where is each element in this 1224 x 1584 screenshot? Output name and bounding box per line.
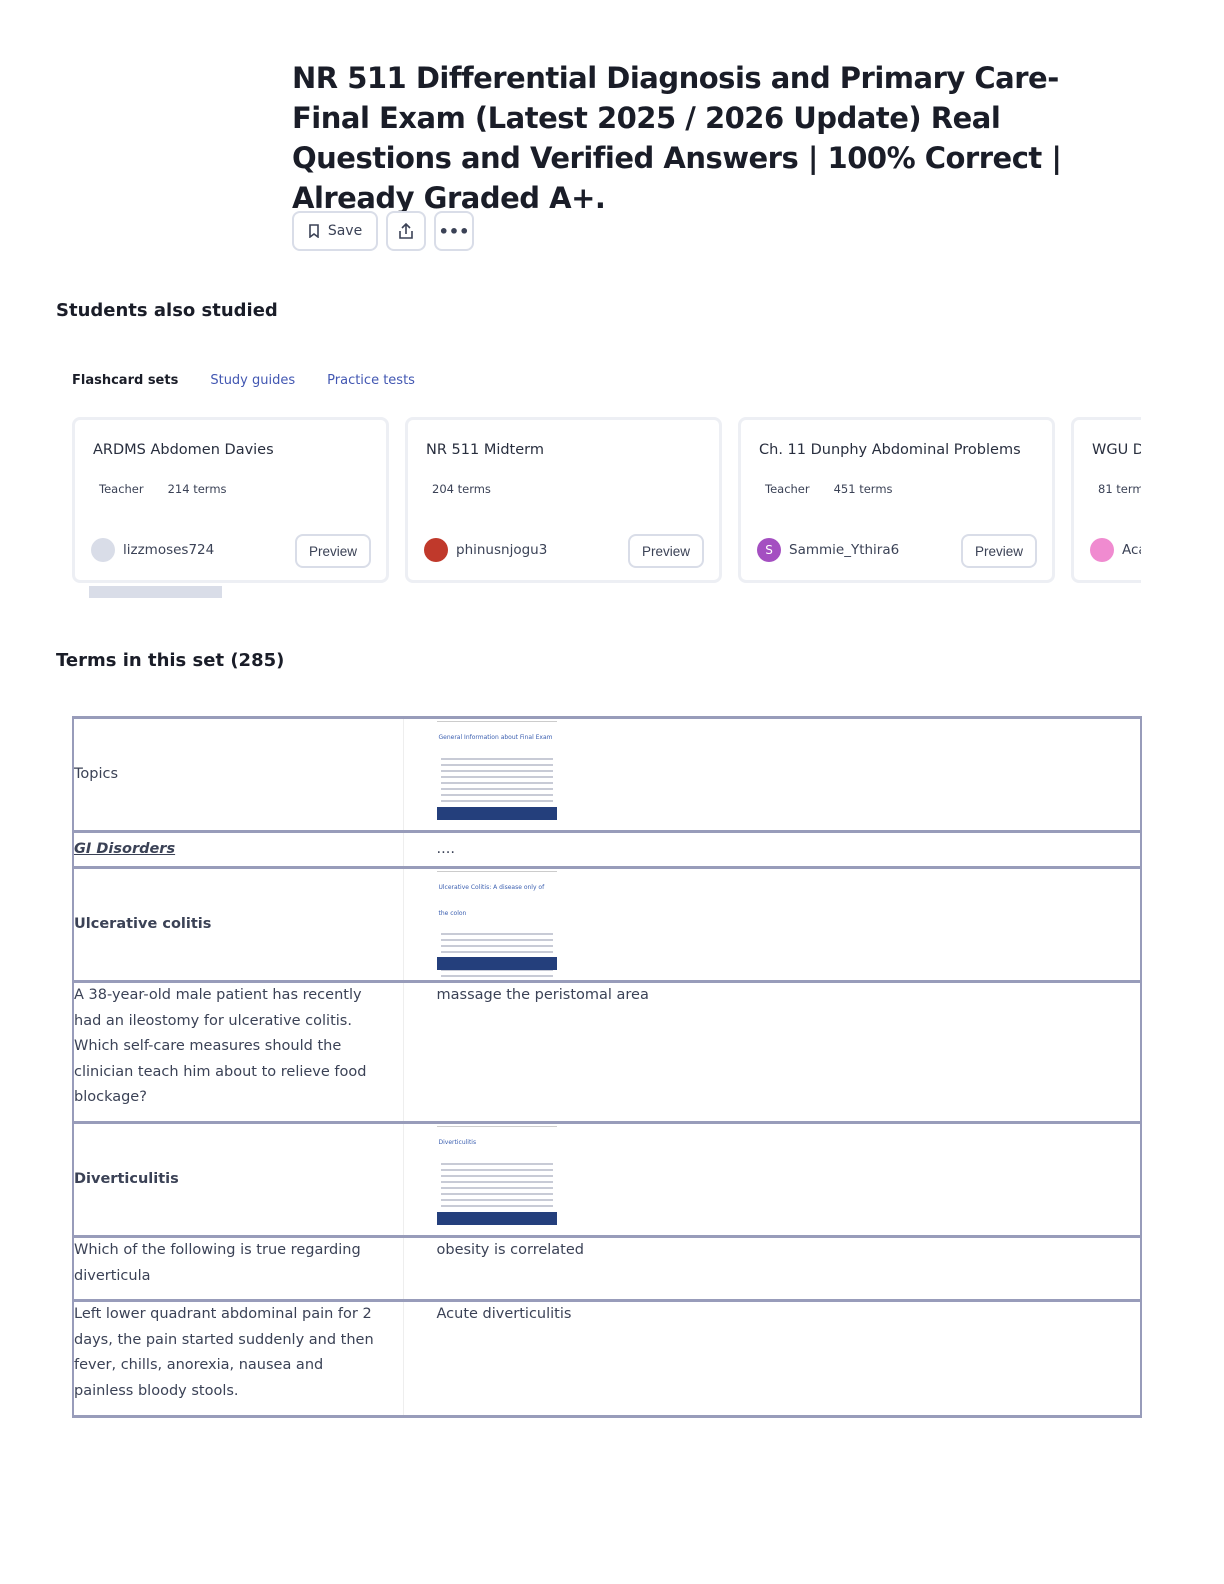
preview-button[interactable]: Preview: [628, 534, 704, 568]
card-title[interactable]: WGU D: [1092, 442, 1141, 458]
teacher-badge: Teacher: [765, 482, 810, 496]
flashcard-set-card[interactable]: ARDMS Abdomen Davies Teacher 214 terms li…: [72, 417, 389, 583]
flashcard-set-card[interactable]: WGU D 81 terms Aca Preview: [1071, 417, 1141, 583]
definition: obesity is correlated: [436, 1241, 585, 1258]
definition: ....: [436, 840, 455, 857]
preview-button[interactable]: Preview: [961, 534, 1037, 568]
table-row: GI Disorders....: [72, 830, 1142, 869]
page-title: NR 511 Differential Diagnosis and Primar…: [292, 61, 1062, 215]
teacher-badge: Teacher: [99, 482, 144, 496]
more-button[interactable]: •••: [434, 211, 474, 251]
card-title[interactable]: ARDMS Abdomen Davies: [93, 442, 274, 458]
term: Ulcerative colitis: [74, 915, 212, 932]
avatar: [91, 538, 115, 562]
carousel-scrollbar[interactable]: [89, 586, 222, 598]
table-row: Diverticulitis Diverticulitis: [72, 1120, 1142, 1238]
tab-study-guides[interactable]: Study guides: [210, 373, 296, 388]
tab-practice-tests[interactable]: Practice tests: [327, 373, 415, 388]
tab-flashcard-sets[interactable]: Flashcard sets: [72, 373, 179, 388]
share-button[interactable]: [386, 211, 426, 251]
slide-title: Ulcerative Colitis: A disease only of th…: [438, 884, 545, 917]
term: Topics: [74, 765, 119, 782]
slide-title: General Information about Final Exam: [438, 734, 553, 741]
save-button[interactable]: Save: [292, 211, 378, 251]
username[interactable]: Sammie_Ythira6: [789, 542, 900, 558]
avatar: [1090, 538, 1114, 562]
term-count: 81 terms: [1098, 482, 1141, 496]
terms-table: Topics General Information about Final Ex…: [72, 716, 1142, 1418]
term-count: 214 terms: [167, 482, 227, 496]
tabs: Flashcard sets Study guides Practice tes…: [72, 373, 415, 388]
action-bar: Save •••: [292, 211, 474, 251]
flashcard-set-card[interactable]: Ch. 11 Dunphy Abdominal Problems Teacher…: [738, 417, 1055, 583]
preview-button[interactable]: Preview: [295, 534, 371, 568]
flashcard-carousel: ARDMS Abdomen Davies Teacher 214 terms li…: [72, 417, 1141, 585]
more-icon: •••: [438, 221, 470, 241]
username[interactable]: phinusnjogu3: [456, 542, 548, 558]
table-row: Ulcerative colitis Ulcerative Colitis: A …: [72, 866, 1142, 983]
term: GI Disorders: [74, 840, 176, 857]
term: Left lower quadrant abdominal pain for 2…: [74, 1306, 374, 1399]
table-row: A 38-year-old male patient has recently …: [72, 980, 1142, 1124]
bookmark-icon: [309, 224, 319, 238]
save-label: Save: [327, 223, 363, 239]
term: Which of the following is true regarding…: [74, 1241, 361, 1284]
avatar: [424, 538, 448, 562]
term: A 38-year-old male patient has recently …: [74, 987, 367, 1106]
table-row: Topics General Information about Final Ex…: [72, 716, 1142, 833]
slide-image: Diverticulitis: [436, 1125, 557, 1225]
card-title[interactable]: NR 511 Midterm: [426, 442, 544, 458]
definition: massage the peristomal area: [436, 987, 649, 1003]
username[interactable]: lizzmoses724: [123, 542, 215, 558]
avatar: S: [757, 538, 781, 562]
terms-heading: Terms in this set (285): [56, 650, 285, 671]
table-row: Left lower quadrant abdominal pain for 2…: [72, 1299, 1142, 1418]
card-title[interactable]: Ch. 11 Dunphy Abdominal Problems: [759, 442, 1021, 458]
share-icon: [399, 222, 413, 239]
students-also-studied-heading: Students also studied: [56, 300, 278, 321]
slide-image: General Information about Final Exam: [436, 721, 557, 820]
definition: Acute diverticulitis: [436, 1306, 572, 1323]
term-count: 451 terms: [833, 482, 893, 496]
table-row: Which of the following is true regarding…: [72, 1234, 1142, 1303]
term-count: 204 terms: [432, 482, 491, 496]
slide-image: Ulcerative Colitis: A disease only of th…: [436, 871, 557, 978]
username[interactable]: Aca: [1122, 542, 1141, 558]
flashcard-set-card[interactable]: NR 511 Midterm 204 terms phinusnjogu3 Pr…: [405, 417, 722, 583]
term: Diverticulitis: [74, 1170, 179, 1187]
slide-title: Diverticulitis: [438, 1138, 477, 1146]
